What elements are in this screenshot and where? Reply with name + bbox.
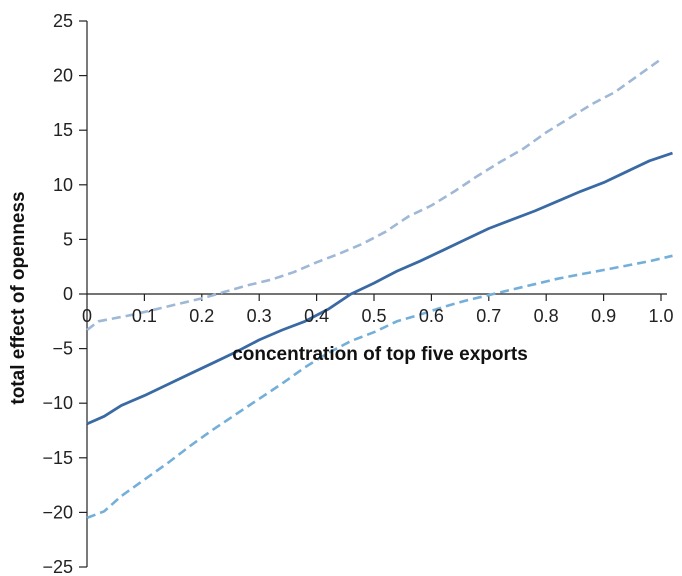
x-tick-label: 0.9	[591, 306, 616, 326]
x-tick-label: 1.0	[648, 306, 673, 326]
y-tick-label: 25	[53, 11, 73, 31]
y-axis-title: total effect of openness	[8, 191, 29, 404]
x-tick-label: 0	[82, 306, 92, 326]
series-line-lower-bound	[86, 254, 673, 520]
axes	[79, 20, 667, 568]
y-tick-label: −10	[42, 393, 73, 413]
series-line-estimate	[86, 151, 673, 426]
series-layer	[86, 58, 673, 520]
x-tick-label: 0.2	[189, 306, 214, 326]
y-tick-label: 10	[53, 175, 73, 195]
y-tick-label: −5	[52, 339, 73, 359]
x-tick-label: 0.7	[476, 306, 501, 326]
y-tick-label: 5	[63, 229, 73, 249]
y-tick-label: 0	[63, 284, 73, 304]
x-tick-label: 0.8	[534, 306, 559, 326]
x-axis-title: concentration of top five exports	[232, 344, 528, 365]
labels-layer: 25 20 15 10 5 0 −5 −10 −15 −20 −25 0 0.1 0.2 0.3 0.4 0.5…	[42, 11, 673, 576]
x-tick-label: 0.5	[361, 306, 386, 326]
y-tick-label: −15	[42, 448, 73, 468]
y-tick-label: −25	[42, 557, 73, 576]
y-tick-label: −20	[42, 502, 73, 522]
series-line-upper-bound	[86, 58, 662, 332]
x-tick-label: 0.6	[419, 306, 444, 326]
x-tick-label: 0.3	[247, 306, 272, 326]
x-tick-label: 0.4	[304, 306, 329, 326]
x-tick-label: 0.1	[132, 306, 157, 326]
y-tick-label: 15	[53, 120, 73, 140]
y-tick-label: 20	[53, 66, 73, 86]
